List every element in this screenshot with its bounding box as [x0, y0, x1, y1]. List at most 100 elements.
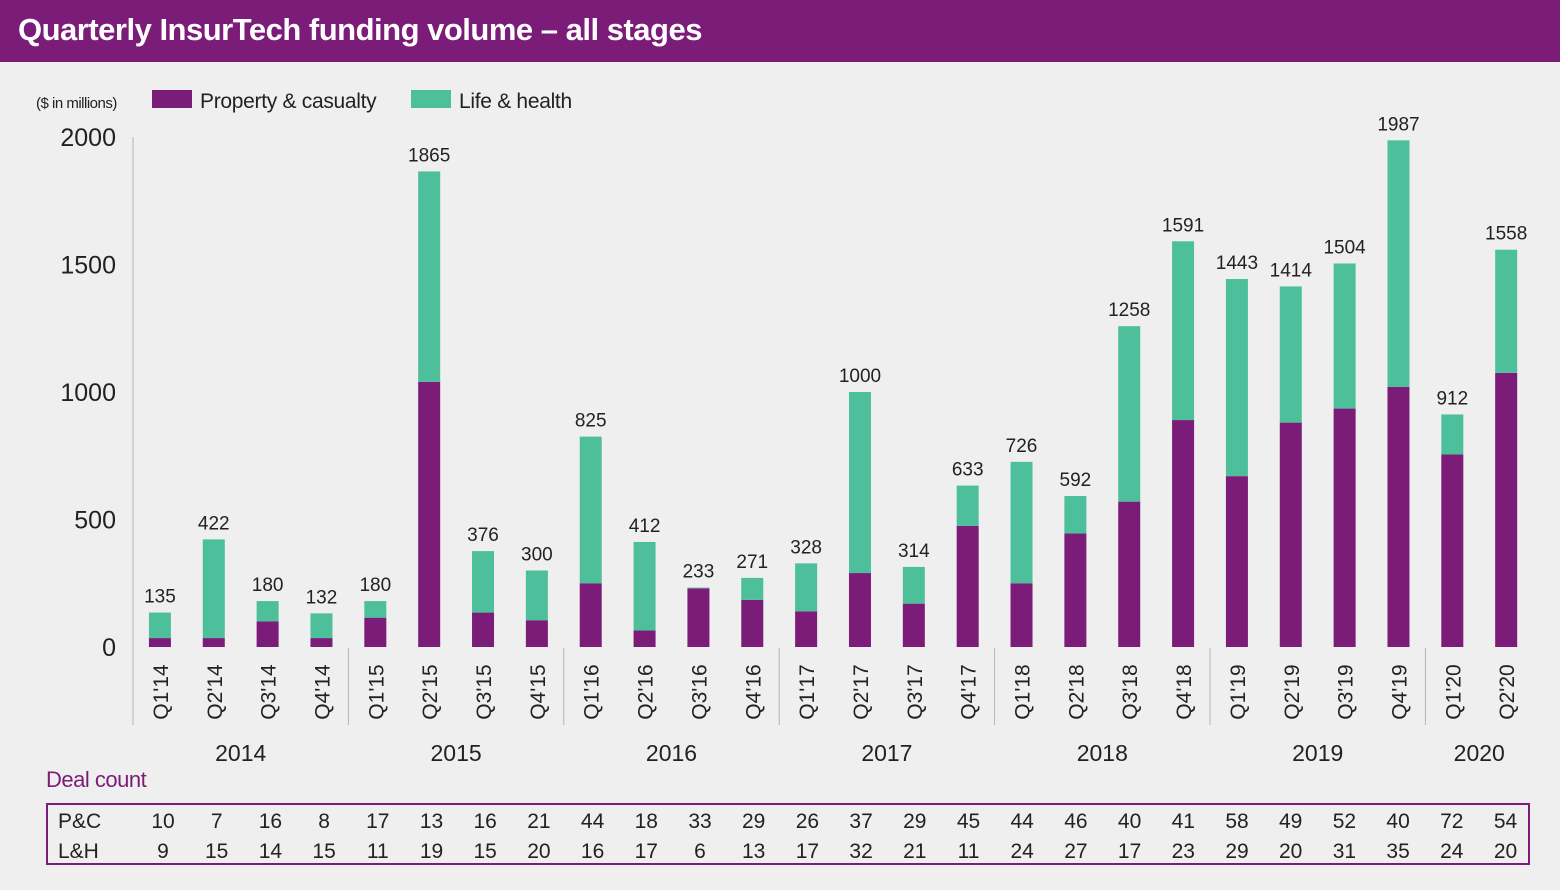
bar-total-label: 1258: [1108, 300, 1150, 321]
year-label: 2014: [215, 740, 266, 766]
deal-count-cell: 49: [1279, 810, 1303, 833]
x-tick-label: Q4'19: [1388, 664, 1411, 719]
x-tick-label: Q1'20: [1442, 664, 1465, 719]
bar-total-label: 132: [306, 587, 338, 608]
deal-count-cell: 13: [742, 840, 766, 863]
x-tick-label: Q4'18: [1173, 664, 1196, 719]
bar-property-casualty: [202, 638, 225, 647]
year-label: 2019: [1292, 740, 1343, 766]
bar-life-health: [148, 612, 171, 639]
year-label: 2017: [861, 740, 912, 766]
bar-property-casualty: [633, 630, 656, 647]
bar-property-casualty: [902, 603, 925, 647]
x-tick-label: Q1'18: [1012, 664, 1035, 719]
deal-row-label: L&H: [58, 840, 99, 863]
deal-count-cell: 16: [473, 810, 497, 833]
deal-count-cell: 6: [694, 840, 706, 863]
bar-life-health: [418, 171, 441, 382]
bar-total-label: 271: [736, 552, 768, 573]
bar-property-casualty: [256, 621, 279, 647]
bar-property-casualty: [741, 599, 764, 647]
bar-property-casualty: [1225, 476, 1248, 647]
y-tick-label: 1000: [60, 379, 116, 407]
x-tick-label: Q1'14: [150, 664, 173, 720]
bar-life-health: [902, 566, 925, 604]
deal-count-cell: 11: [957, 840, 980, 863]
bar-property-casualty: [848, 573, 871, 647]
bar-life-health: [1225, 279, 1248, 477]
deal-row-label: P&C: [58, 810, 102, 833]
x-tick-label: Q4'14: [311, 664, 334, 720]
bar-property-casualty: [687, 588, 710, 647]
bar-property-casualty: [795, 611, 818, 647]
bar-life-health: [1118, 326, 1141, 502]
x-tick-label: Q3'15: [473, 664, 496, 719]
deal-count-cell: 32: [849, 840, 873, 863]
bar-property-casualty: [364, 617, 387, 647]
deal-count-cell: 20: [1493, 840, 1518, 863]
bar-total-label: 328: [790, 537, 822, 558]
bar-total-label: 1987: [1377, 114, 1419, 135]
bar-total-label: 1414: [1270, 260, 1313, 281]
bar-life-health: [1010, 461, 1033, 584]
bar-total-label: 135: [144, 587, 176, 608]
deal-count-cell: 29: [1225, 840, 1249, 863]
bar-life-health: [256, 601, 279, 622]
deal-count-cell: 27: [1064, 840, 1088, 863]
bar-property-casualty: [1441, 454, 1464, 647]
y-tick-label: 0: [102, 634, 116, 662]
deal-count-cell: 58: [1225, 810, 1249, 833]
deal-count-cell: 44: [1010, 810, 1034, 833]
bar-life-health: [633, 541, 656, 631]
deal-count-cell: 16: [580, 840, 605, 863]
deal-count-cell: 35: [1386, 840, 1410, 863]
legend-label-lh: Life & health: [459, 90, 572, 113]
deal-count-cell: 18: [634, 810, 658, 833]
legend-swatch-lh: [411, 90, 451, 108]
deal-count-cell: 37: [849, 810, 873, 833]
bar-total-label: 300: [521, 545, 553, 566]
deal-count-cell: 21: [527, 810, 551, 833]
deal-count-cell: 23: [1171, 840, 1195, 863]
year-label: 2016: [646, 740, 697, 766]
deal-count-cell: 46: [1064, 810, 1088, 833]
bar-total-label: 233: [683, 562, 715, 583]
deal-count-cell: 15: [312, 840, 336, 863]
deal-count-cell: 29: [903, 810, 927, 833]
bar-property-casualty: [310, 638, 333, 647]
legend-label-pc: Property & casualty: [200, 90, 377, 113]
bar-total-label: 314: [898, 541, 930, 562]
bar-life-health: [1441, 414, 1464, 455]
x-tick-label: Q3'17: [904, 664, 927, 719]
bar-total-label: 1000: [839, 366, 881, 387]
bar-life-health: [1172, 241, 1195, 421]
deal-count-cell: 7: [210, 810, 223, 833]
year-label: 2018: [1077, 740, 1128, 766]
year-label: 2020: [1454, 740, 1505, 766]
deal-count-cell: 54: [1493, 810, 1518, 833]
deal-count-cell: 44: [580, 810, 605, 833]
bar-life-health: [472, 551, 495, 613]
x-tick-label: Q2'20: [1496, 664, 1519, 719]
x-tick-label: Q2'16: [635, 664, 658, 719]
deal-count-cell: 20: [527, 840, 551, 863]
bar-total-label: 1591: [1162, 215, 1204, 236]
unit-note: ($ in millions): [36, 95, 117, 112]
deal-count-cell: 9: [157, 840, 169, 863]
deal-count-cell: 24: [1010, 840, 1034, 863]
deal-count-cell: 8: [318, 810, 330, 833]
deal-count-label: Deal count: [46, 767, 147, 792]
x-tick-label: Q2'14: [204, 664, 227, 720]
bar-property-casualty: [472, 612, 495, 647]
x-tick-label: Q1'15: [365, 664, 388, 719]
bar-total-label: 412: [629, 516, 661, 537]
deal-count-cell: 21: [903, 840, 927, 863]
bar-total-label: 912: [1436, 388, 1468, 409]
deal-count-cell: 45: [956, 810, 981, 833]
bar-life-health: [525, 570, 548, 621]
deal-count-cell: 40: [1386, 810, 1410, 833]
bar-total-label: 180: [359, 575, 391, 596]
bar-total-label: 1443: [1216, 253, 1258, 274]
x-tick-label: Q3'14: [258, 664, 281, 720]
bar-life-health: [1333, 263, 1356, 409]
